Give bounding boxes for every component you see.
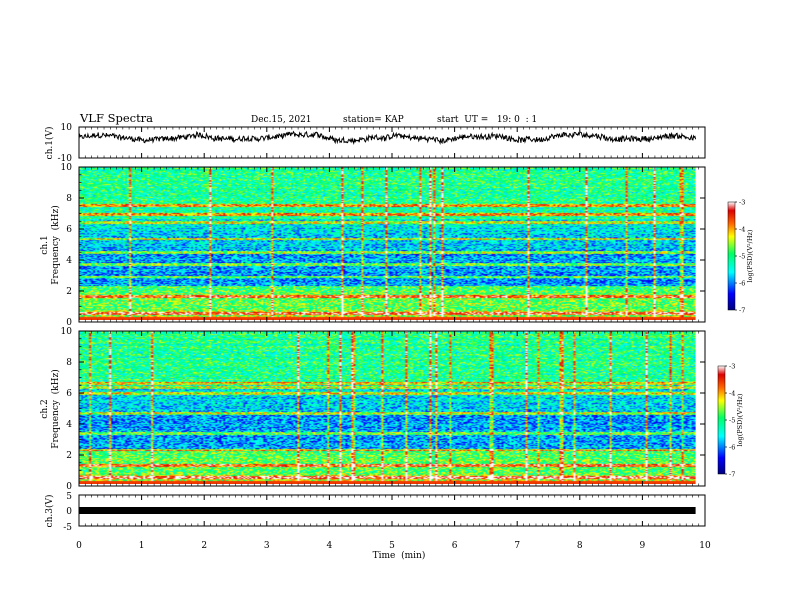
ch2-spectrogram-image	[79, 331, 696, 484]
station-label: station= KAP	[343, 115, 404, 125]
time-tick-label: 10	[699, 541, 711, 551]
ch3-waveform-panel: 5 0 -5 ch.3(V)	[44, 492, 706, 533]
time-tick-label: 5	[389, 541, 395, 551]
ch3-ytick-middle: 0	[66, 507, 72, 517]
freq-tick-label: 2	[66, 287, 72, 297]
ch3-ytick-bottom: -5	[63, 523, 72, 533]
colorbar-tick-label: -4	[729, 390, 735, 398]
time-tick-label: 8	[577, 541, 583, 551]
freq-tick-label: 8	[66, 358, 72, 368]
ch3-signal-bar	[79, 507, 696, 514]
figure-title: VLF Spectra	[79, 111, 153, 125]
freq-tick-label: 4	[66, 256, 72, 266]
time-tick-label: 2	[201, 541, 207, 551]
colorbar-tick-label: -3	[739, 199, 745, 207]
colorbar-tick-label: -7	[729, 471, 735, 479]
colorbar-tick-label: -6	[729, 444, 735, 452]
ch1-ytick-top: 10	[61, 123, 73, 133]
ch1-colorbar	[727, 201, 736, 311]
colorbar-tick-label: -7	[739, 307, 745, 315]
time-tick-label: 7	[514, 541, 520, 551]
time-tick-label: 9	[640, 541, 646, 551]
ch1-waveform-line	[78, 130, 697, 146]
colorbar-tick-label: -3	[729, 363, 735, 371]
time-tick-label: 6	[452, 541, 458, 551]
date-label: Dec.15, 2021	[251, 115, 312, 125]
ch3-ytick-top: 5	[66, 492, 72, 502]
colorbar-tick-label: -6	[739, 280, 745, 288]
freq-tick-label: 8	[66, 194, 72, 204]
freq-tick-label: 6	[66, 225, 72, 235]
freq-tick-label: 10	[61, 163, 73, 173]
freq-tick-label: 0	[66, 482, 72, 492]
freq-tick-label: 0	[66, 318, 72, 328]
start-time-label: start UT = 19: 0 : 1	[437, 115, 537, 125]
ch1-colorbar-label: log(PSD)(V²/Hz)	[746, 229, 754, 282]
ch1-ytick-bottom: -10	[58, 154, 73, 164]
ch2-colorbar-label: log(PSD)(V²/Hz)	[736, 393, 744, 446]
ch2-ylabel-frequency: Frequency (kHz)	[50, 369, 61, 448]
ch1-ylabel-channel: ch.1	[40, 235, 50, 254]
freq-tick-label: 10	[61, 327, 73, 337]
colorbar-tick-label: -4	[739, 226, 745, 234]
ch1-volt-ylabel: ch.1(V)	[44, 127, 55, 160]
ch1-ylabel-frequency: Frequency (kHz)	[50, 205, 61, 284]
ch1-spectrogram-image	[79, 167, 696, 320]
ch2-ylabel-channel: ch.2	[40, 399, 50, 418]
time-tick-label: 1	[139, 541, 145, 551]
colorbar-tick-label: -5	[739, 253, 745, 261]
time-tick-label: 0	[76, 541, 82, 551]
freq-tick-label: 2	[66, 451, 72, 461]
freq-tick-label: 6	[66, 389, 72, 399]
time-tick-label: 4	[327, 541, 333, 551]
x-axis-label: Time (min)	[373, 550, 426, 561]
ch2-colorbar	[717, 365, 726, 475]
time-tick-label: 3	[264, 541, 270, 551]
colorbar-tick-label: -5	[729, 417, 735, 425]
ch1-waveform-panel: 10 -10 ch.1(V)	[44, 123, 706, 164]
ch3-volt-ylabel: ch.3(V)	[44, 495, 55, 528]
freq-tick-label: 4	[66, 420, 72, 430]
